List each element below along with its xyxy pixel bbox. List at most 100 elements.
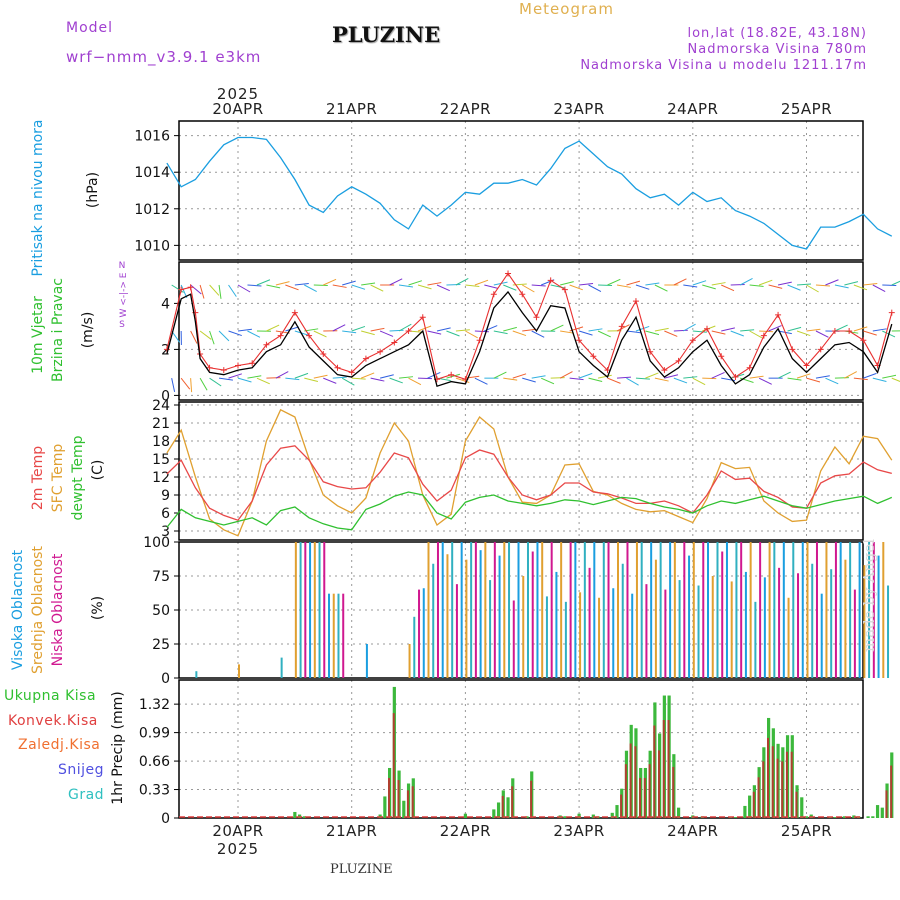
- cloud-bar: [797, 573, 800, 678]
- legend-freezing-precip: Zaledj.Kisa: [18, 737, 100, 753]
- wind-direction-arrow: [872, 328, 887, 332]
- wind-direction-arrow: [351, 325, 366, 332]
- bottom-year-label: 2025: [217, 840, 259, 858]
- wind-direction-arrow: [815, 284, 830, 287]
- wind-gust-marker: [718, 353, 725, 360]
- wind-direction-arrow: [256, 279, 271, 286]
- cloud-bar: [858, 542, 861, 678]
- dewpt-temp-line: [166, 491, 893, 531]
- wind-gust-marker: [348, 369, 355, 376]
- conv-precip-bar: [762, 761, 765, 818]
- wind-direction-arrow: [863, 372, 877, 379]
- y-tick-label: 3: [161, 524, 170, 540]
- wind-direction-arrow: [398, 323, 412, 332]
- wind-gust-marker: [178, 286, 185, 293]
- wind-direction-arrow: [673, 278, 687, 286]
- wind-direction-arrow: [844, 371, 857, 379]
- wind-direction-arrow: [247, 284, 262, 287]
- wind-direction-arrow: [247, 375, 262, 379]
- wind-direction-arrow: [815, 330, 829, 338]
- wind-direction-arrow: [834, 284, 849, 289]
- cloud-bar: [669, 542, 672, 678]
- model-elevation-label: Nadmorska Visina u modelu 1211.17m: [580, 58, 867, 73]
- cloud-bar: [489, 580, 492, 678]
- wind-direction-arrow: [787, 326, 802, 332]
- conv-precip-bar: [795, 791, 798, 818]
- cloud-bar: [517, 542, 520, 678]
- cloud-bar: [839, 542, 842, 678]
- panel-frame: [178, 679, 864, 819]
- cloud-bar: [631, 593, 634, 678]
- wind-direction-arrow: [635, 377, 650, 380]
- y-tick-label: 0.99: [139, 726, 170, 742]
- wind-gust-marker: [249, 360, 256, 367]
- pressure-unit: (hPa): [85, 172, 101, 208]
- cloud-bar: [583, 542, 586, 678]
- legend-hail: Grad: [68, 787, 104, 803]
- wind-direction-arrow: [560, 281, 574, 286]
- conv-precip-bar: [672, 766, 675, 818]
- wind-direction-arrow: [503, 377, 518, 381]
- y-tick-label: 1010: [134, 238, 170, 254]
- wind-direction-arrow: [777, 281, 792, 286]
- temp-unit: (C): [90, 460, 106, 481]
- y-tick-label: 0: [161, 388, 170, 404]
- cloud-bar: [849, 542, 852, 678]
- cloud-bar: [721, 551, 724, 678]
- tsfc-label: SFC Temp: [50, 444, 66, 513]
- wind-gust-marker: [689, 337, 696, 344]
- cloud-bar: [512, 600, 515, 678]
- total-precip-bar: [496, 802, 501, 818]
- cloud-bar: [692, 542, 695, 678]
- cloud-bar: [659, 542, 662, 678]
- wind-direction-arrow: [389, 278, 403, 286]
- cloud-bar: [299, 542, 302, 678]
- wind-direction-arrow: [408, 377, 422, 386]
- wind-gust-line: [166, 272, 893, 381]
- conv-precip-bar: [634, 746, 637, 818]
- wind-direction-arrow: [711, 371, 725, 379]
- cloud-bar: [673, 542, 676, 678]
- cloud-bar: [479, 550, 482, 678]
- wind-direction-arrow: [891, 280, 900, 286]
- cloud-bar: [654, 559, 657, 678]
- wind-direction-arrow: [834, 324, 848, 332]
- cloud-bar: [626, 542, 629, 678]
- total-precip-bar: [615, 805, 619, 818]
- wind-direction-arrow: [323, 377, 337, 384]
- wind-gust-marker: [547, 277, 554, 284]
- conv-precip-bar: [771, 746, 774, 818]
- total-precip-bar: [577, 813, 581, 818]
- wind-gust-marker: [576, 337, 583, 344]
- wind-direction-arrow: [579, 283, 594, 286]
- wind-direction-arrow: [399, 376, 414, 379]
- wind-direction-arrow: [711, 282, 726, 286]
- wind-direction-arrow: [749, 375, 764, 379]
- dewpt-label: dewpt Temp: [70, 435, 86, 520]
- cloud-bar: [474, 542, 477, 678]
- cloud-bar: [413, 616, 416, 678]
- wind-gust-marker: [448, 371, 455, 378]
- wind-gust-marker: [803, 362, 810, 369]
- wind-direction-arrow: [597, 330, 611, 338]
- model-name: wrf−nmm_v3.9.1 e3km: [66, 48, 262, 66]
- wind-direction-arrow: [190, 330, 198, 344]
- wind-unit: (m/s): [80, 312, 96, 349]
- cloud-bar: [650, 542, 653, 678]
- wind-direction-arrow: [512, 283, 527, 286]
- cloud-bar: [778, 567, 781, 678]
- cloud-bar: [607, 542, 610, 678]
- wind-gust-marker: [187, 284, 194, 291]
- cloud-unit: (%): [90, 596, 106, 620]
- wind-direction-arrow: [815, 375, 830, 379]
- wind-direction-arrow: [228, 373, 242, 379]
- wind-direction-arrow: [360, 372, 375, 379]
- wind-direction-arrow: [512, 373, 527, 379]
- wind-direction-arrow: [882, 374, 897, 379]
- meteogram-label: Meteogram: [519, 0, 614, 18]
- conv-precip-bar: [406, 790, 409, 818]
- wind-direction-arrow: [285, 284, 299, 291]
- wind-direction-arrow: [474, 279, 489, 286]
- wind-direction-arrow: [560, 330, 575, 334]
